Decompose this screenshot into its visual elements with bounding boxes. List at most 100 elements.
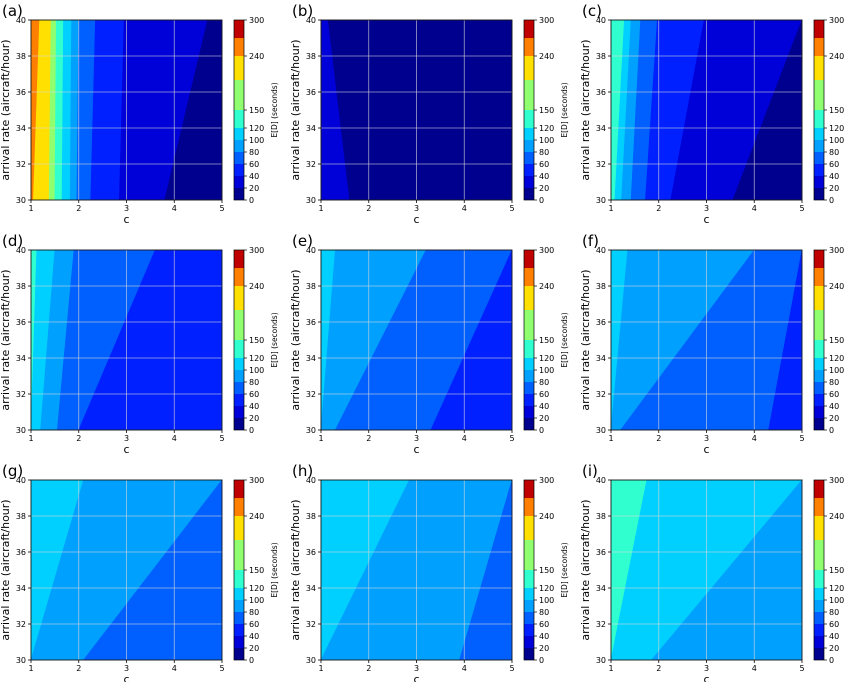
colorbar-tick-label: 120 <box>539 584 554 593</box>
colorbar-tick-label: 240 <box>829 52 844 61</box>
colorbar-segment <box>524 340 534 358</box>
x-tick-label: 5 <box>219 204 224 213</box>
colorbar-tick-label: 60 <box>249 390 259 399</box>
colorbar-segment <box>814 286 824 310</box>
colorbar-tick-label: 300 <box>249 246 264 255</box>
panel-label: (d) <box>2 232 23 250</box>
colorbar-segment <box>234 382 244 394</box>
x-tick-label: 3 <box>704 664 709 673</box>
colorbar-segment <box>524 310 534 340</box>
y-tick-label: 40 <box>306 16 316 25</box>
y-tick-label: 38 <box>306 52 316 61</box>
colorbar-segment <box>524 128 534 140</box>
y-tick-label: 36 <box>596 548 606 557</box>
y-tick-label: 40 <box>16 476 26 485</box>
colorbar-segment <box>524 588 534 600</box>
colorbar-segment <box>524 370 534 382</box>
colorbar-tick-label: 0 <box>829 426 834 435</box>
y-tick-label: 34 <box>16 124 26 133</box>
x-tick-label: 5 <box>219 664 224 673</box>
y-tick-label: 34 <box>596 584 606 593</box>
colorbar-segment <box>524 358 534 370</box>
colorbar-tick-label: 100 <box>249 366 264 375</box>
x-tick-label: 2 <box>76 204 81 213</box>
y-tick-label: 40 <box>596 16 606 25</box>
colorbar-segment <box>234 516 244 540</box>
x-tick-label: 1 <box>28 664 33 673</box>
x-tick-label: 4 <box>752 434 757 443</box>
colorbar-tick-label: 80 <box>249 608 259 617</box>
colorbar-segment <box>234 188 244 200</box>
colorbar-segment <box>524 624 534 636</box>
colorbar-tick-label: 60 <box>829 620 839 629</box>
x-axis-label: c <box>413 673 419 682</box>
colorbar-segment <box>524 600 534 612</box>
colorbar-segment <box>524 570 534 588</box>
colorbar-label: E[D] (seconds) <box>560 542 569 597</box>
colorbar-segment <box>234 176 244 188</box>
y-tick-label: 36 <box>306 88 316 97</box>
colorbar-tick-label: 300 <box>249 476 264 485</box>
colorbar-tick-label: 120 <box>829 354 844 363</box>
colorbar-tick-label: 150 <box>249 336 264 345</box>
x-tick-label: 5 <box>799 664 804 673</box>
colorbar-segment <box>234 20 244 38</box>
x-tick-label: 3 <box>124 204 129 213</box>
y-tick-label: 38 <box>306 512 316 521</box>
y-tick-label: 34 <box>306 584 316 593</box>
colorbar-segment <box>814 480 824 498</box>
colorbar-segment <box>814 418 824 430</box>
x-tick-label: 5 <box>219 434 224 443</box>
x-axis-label: c <box>703 443 709 456</box>
x-axis-label: c <box>123 673 129 682</box>
colorbar-tick-label: 60 <box>539 620 549 629</box>
colorbar-tick-label: 20 <box>539 414 549 423</box>
colorbar-tick-label: 300 <box>829 16 844 25</box>
colorbar-tick-label: 150 <box>829 106 844 115</box>
colorbar-tick-label: 120 <box>249 124 264 133</box>
colorbar-segment <box>814 612 824 624</box>
x-tick-label: 2 <box>76 664 81 673</box>
colorbar-tick-label: 150 <box>249 566 264 575</box>
colorbar-tick-label: 20 <box>829 644 839 653</box>
colorbar-segment <box>814 394 824 406</box>
colorbar-tick-label: 300 <box>249 16 264 25</box>
panel-label: (b) <box>292 2 313 20</box>
y-tick-label: 32 <box>306 390 316 399</box>
x-tick-label: 4 <box>172 434 177 443</box>
x-tick-label: 1 <box>608 434 613 443</box>
colorbar-tick-label: 240 <box>829 282 844 291</box>
colorbar-tick-label: 150 <box>539 566 554 575</box>
colorbar-segment <box>814 140 824 152</box>
colorbar-tick-label: 20 <box>249 644 259 653</box>
y-tick-label: 32 <box>596 390 606 399</box>
colorbar-segment <box>234 110 244 128</box>
colorbar-tick-label: 40 <box>829 632 839 641</box>
y-tick-label: 32 <box>16 620 26 629</box>
colorbar-segment <box>234 370 244 382</box>
colorbar-tick-label: 80 <box>539 378 549 387</box>
x-tick-label: 1 <box>318 204 323 213</box>
colorbar-segment <box>814 340 824 358</box>
colorbar-tick-label: 80 <box>249 378 259 387</box>
x-tick-label: 3 <box>414 204 419 213</box>
colorbar-segment <box>524 498 534 516</box>
x-tick-label: 2 <box>366 434 371 443</box>
colorbar-segment <box>524 80 534 110</box>
colorbar-tick-label: 20 <box>829 414 839 423</box>
colorbar-segment <box>524 164 534 176</box>
x-tick-label: 4 <box>172 664 177 673</box>
colorbar-segment <box>814 636 824 648</box>
colorbar-tick-label: 120 <box>829 124 844 133</box>
colorbar-segment <box>234 56 244 80</box>
x-tick-label: 2 <box>366 664 371 673</box>
x-tick-label: 2 <box>656 664 661 673</box>
y-tick-label: 34 <box>16 354 26 363</box>
colorbar-tick-label: 40 <box>249 632 259 641</box>
colorbar-segment <box>814 516 824 540</box>
